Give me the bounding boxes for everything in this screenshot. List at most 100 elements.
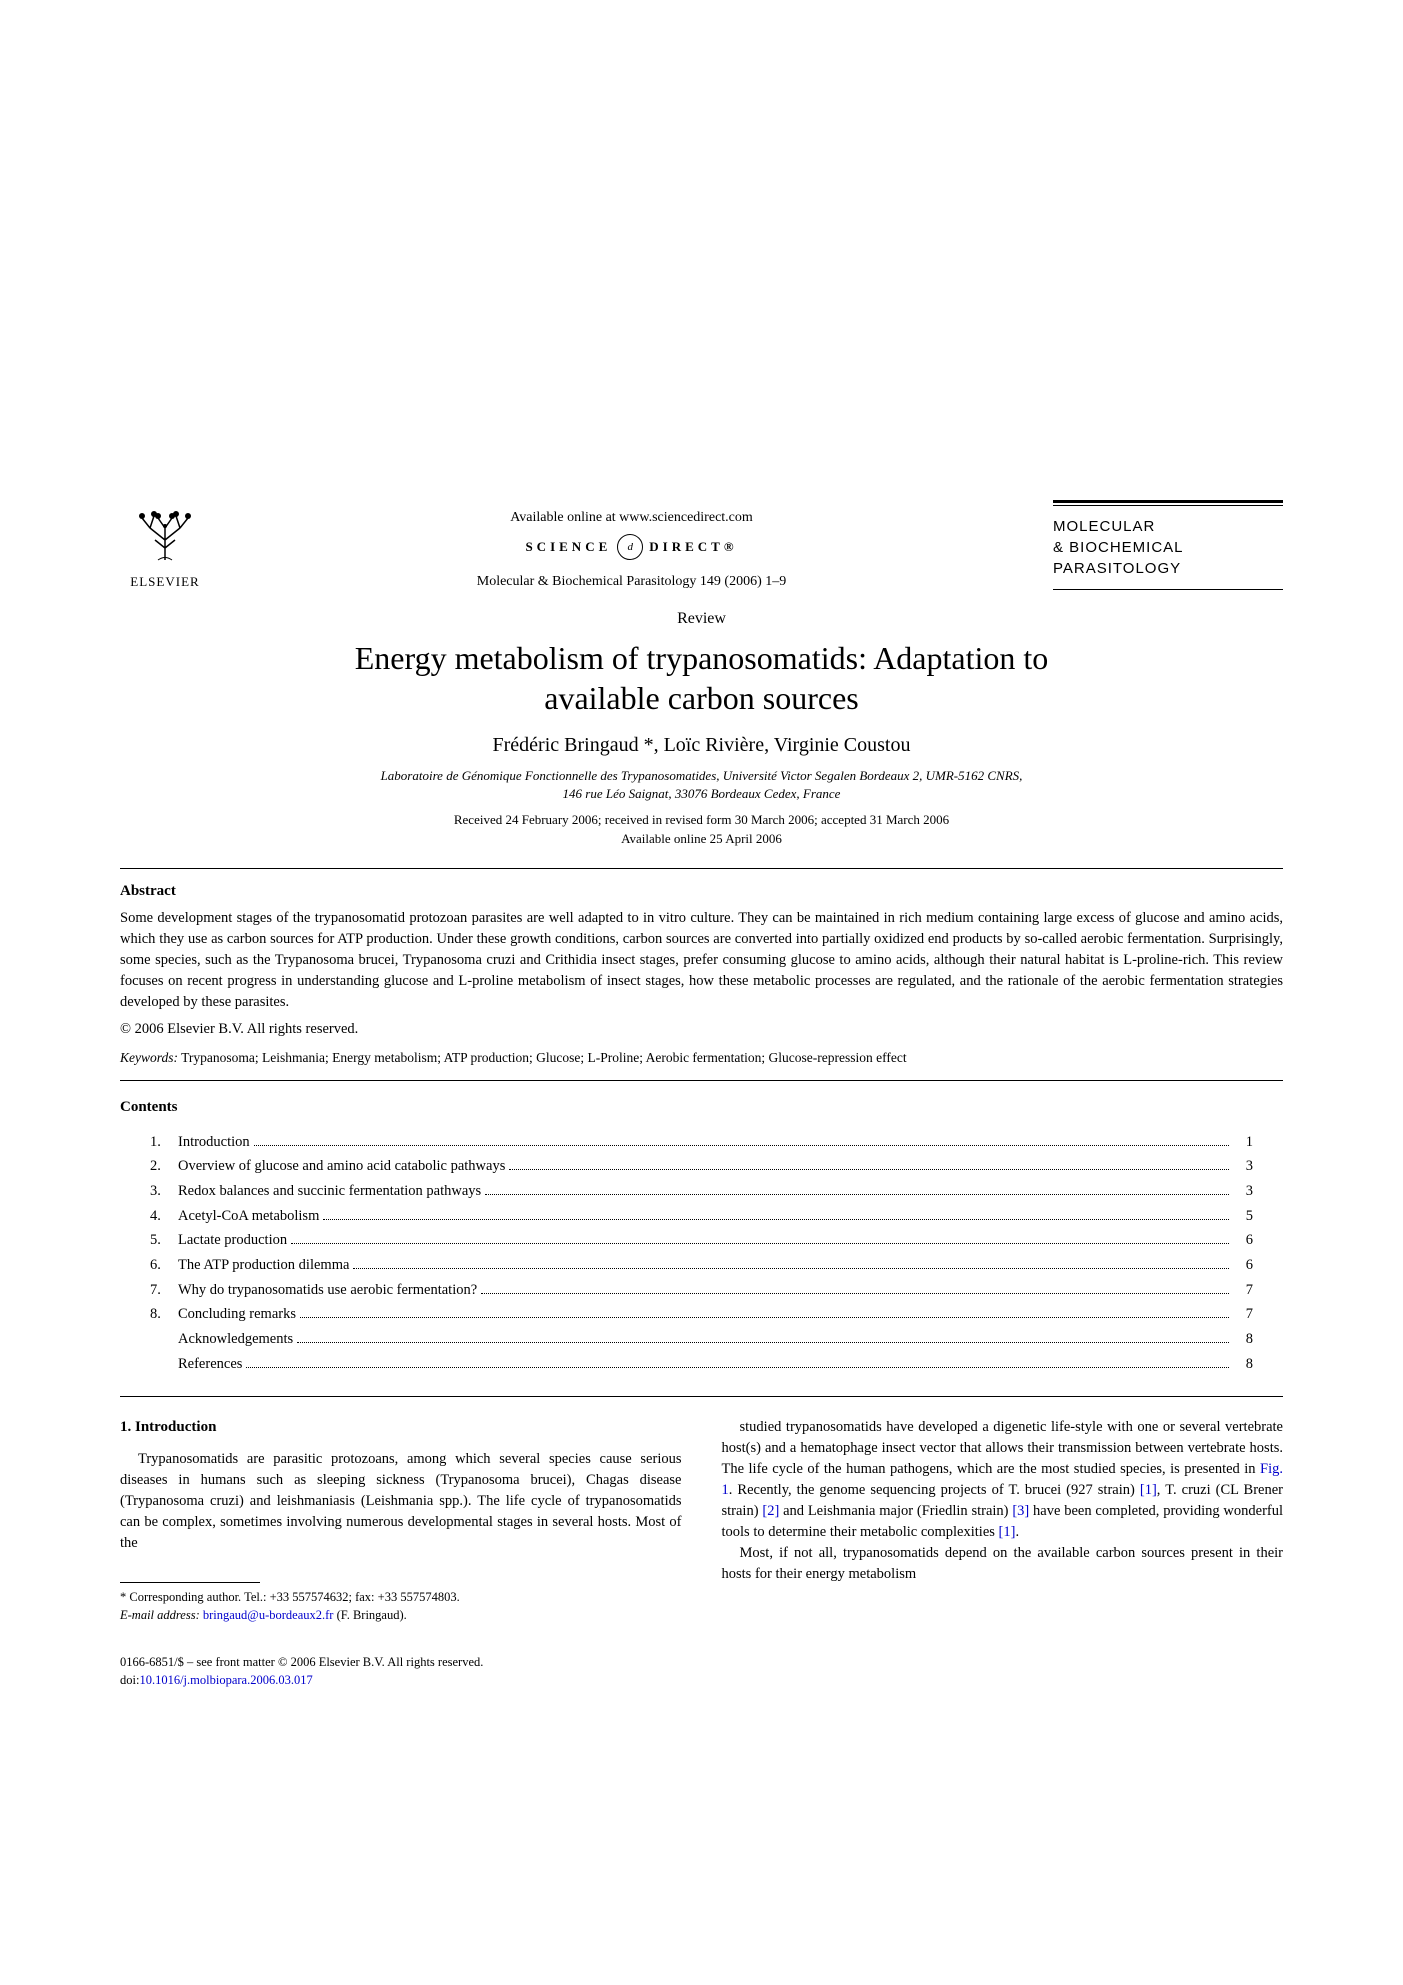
elsevier-tree-icon <box>130 500 200 570</box>
toc-num: 3. <box>150 1179 178 1204</box>
toc-page: 6 <box>1233 1253 1253 1278</box>
col2-p1-d: and Leishmania major (Friedlin strain) <box>779 1503 1012 1519</box>
email-link[interactable]: bringaud@u-bordeaux2.fr <box>203 1608 334 1622</box>
ref2-link[interactable]: [2] <box>762 1503 779 1519</box>
col2-para2: Most, if not all, trypanosomatids depend… <box>722 1543 1284 1585</box>
toc-title: Lactate production <box>178 1228 287 1253</box>
toc-num: 4. <box>150 1204 178 1229</box>
toc-row: 3.Redox balances and succinic fermentati… <box>150 1179 1253 1204</box>
toc-row: References8 <box>150 1352 1253 1377</box>
divider-2 <box>120 1080 1283 1081</box>
elsevier-logo: ELSEVIER <box>120 500 210 590</box>
toc-row: 6.The ATP production dilemma6 <box>150 1253 1253 1278</box>
header-row: ELSEVIER Available online at www.science… <box>120 500 1283 590</box>
col1-para1: Trypanosomatids are parasitic protozoans… <box>120 1449 682 1554</box>
column-right: studied trypanosomatids have developed a… <box>722 1417 1284 1624</box>
toc-title: Why do trypanosomatids use aerobic ferme… <box>178 1278 477 1303</box>
center-header: Available online at www.sciencedirect.co… <box>210 510 1053 590</box>
ref3-link[interactable]: [3] <box>1012 1503 1029 1519</box>
section-1-heading: 1. Introduction <box>120 1417 682 1439</box>
sd-circle-icon: d <box>617 534 643 560</box>
available-date: Available online 25 April 2006 <box>621 831 782 846</box>
toc-title: Acetyl-CoA metabolism <box>178 1204 319 1229</box>
toc-row: 5.Lactate production6 <box>150 1228 1253 1253</box>
journal-bar-bottom <box>1053 589 1283 590</box>
dates: Received 24 February 2006; received in r… <box>120 811 1283 847</box>
toc-num: 1. <box>150 1130 178 1155</box>
ref1-link[interactable]: [1] <box>1140 1482 1157 1498</box>
keywords-label: Keywords: <box>120 1050 178 1065</box>
toc-dots <box>481 1293 1229 1294</box>
contents-label: Contents <box>120 1099 1283 1116</box>
journal-line3: PARASITOLOGY <box>1053 560 1181 577</box>
toc-dots <box>300 1317 1229 1318</box>
footnote-corresponding: * Corresponding author. Tel.: +33 557574… <box>120 1589 682 1624</box>
journal-bar-top <box>1053 500 1283 503</box>
science-direct-logo: SCIENCE d DIRECT® <box>210 534 1053 560</box>
toc-page: 7 <box>1233 1302 1253 1327</box>
sd-right: DIRECT® <box>649 539 737 555</box>
toc-page: 3 <box>1233 1179 1253 1204</box>
toc-dots <box>509 1169 1229 1170</box>
copyright-text: © 2006 Elsevier B.V. All rights reserved… <box>120 1021 1283 1038</box>
toc-dots <box>246 1367 1229 1368</box>
toc-num: 6. <box>150 1253 178 1278</box>
toc-page: 7 <box>1233 1278 1253 1303</box>
affiliation-line2: 146 rue Léo Saignat, 33076 Bordeaux Cede… <box>563 786 841 801</box>
divider-3 <box>120 1396 1283 1397</box>
toc-row: Acknowledgements 8 <box>150 1327 1253 1352</box>
corresponding-text: * Corresponding author. Tel.: +33 557574… <box>120 1590 460 1604</box>
footnote-separator <box>120 1582 260 1583</box>
affiliation-line1: Laboratoire de Génomique Fonctionnelle d… <box>381 768 1023 783</box>
email-label: E-mail address: <box>120 1608 203 1622</box>
toc-num: 8. <box>150 1302 178 1327</box>
article-type: Review <box>120 610 1283 628</box>
journal-bar-top2 <box>1053 505 1283 506</box>
toc-page: 3 <box>1233 1154 1253 1179</box>
title-line1: Energy metabolism of trypanosomatids: Ad… <box>355 640 1049 676</box>
toc-page: 8 <box>1233 1352 1253 1377</box>
journal-line1: MOLECULAR <box>1053 518 1155 535</box>
front-matter: 0166-6851/$ – see front matter © 2006 El… <box>120 1655 483 1669</box>
elsevier-label: ELSEVIER <box>130 574 199 590</box>
body-columns: 1. Introduction Trypanosomatids are para… <box>120 1417 1283 1624</box>
toc-row: 4.Acetyl-CoA metabolism5 <box>150 1204 1253 1229</box>
toc-dots <box>254 1145 1229 1146</box>
title-line2: available carbon sources <box>544 680 859 716</box>
toc-title: Acknowledgements <box>178 1327 293 1352</box>
toc-title: Redox balances and succinic fermentation… <box>178 1179 481 1204</box>
authors: Frédéric Bringaud *, Loïc Rivière, Virgi… <box>120 734 1283 757</box>
toc-num: 7. <box>150 1278 178 1303</box>
toc-page: 1 <box>1233 1130 1253 1155</box>
keywords-text: Trypanosoma; Leishmania; Energy metaboli… <box>178 1050 907 1065</box>
col2-p1-a: studied trypanosomatids have developed a… <box>722 1419 1284 1477</box>
article-title: Energy metabolism of trypanosomatids: Ad… <box>120 638 1283 718</box>
col2-p1-f: . <box>1015 1524 1019 1540</box>
journal-line2: & BIOCHEMICAL <box>1053 539 1184 556</box>
toc-page: 6 <box>1233 1228 1253 1253</box>
footer: 0166-6851/$ – see front matter © 2006 El… <box>120 1654 1283 1689</box>
table-of-contents: 1.Introduction12.Overview of glucose and… <box>150 1130 1253 1376</box>
toc-title: Concluding remarks <box>178 1302 296 1327</box>
doi-label: doi: <box>120 1673 139 1687</box>
toc-dots <box>291 1243 1229 1244</box>
column-left: 1. Introduction Trypanosomatids are para… <box>120 1417 682 1624</box>
received-date: Received 24 February 2006; received in r… <box>454 812 949 827</box>
journal-name: MOLECULAR & BIOCHEMICAL PARASITOLOGY <box>1053 516 1283 579</box>
ref1b-link[interactable]: [1] <box>999 1524 1016 1540</box>
divider-1 <box>120 868 1283 869</box>
toc-row: 1.Introduction1 <box>150 1130 1253 1155</box>
toc-dots <box>353 1268 1229 1269</box>
affiliation: Laboratoire de Génomique Fonctionnelle d… <box>120 767 1283 803</box>
available-online-text: Available online at www.sciencedirect.co… <box>210 510 1053 526</box>
doi-link[interactable]: 10.1016/j.molbiopara.2006.03.017 <box>139 1673 312 1687</box>
toc-title: Overview of glucose and amino acid catab… <box>178 1154 505 1179</box>
toc-dots <box>297 1342 1229 1343</box>
toc-dots <box>323 1219 1229 1220</box>
toc-row: 2.Overview of glucose and amino acid cat… <box>150 1154 1253 1179</box>
abstract-label: Abstract <box>120 883 1283 900</box>
citation-text: Molecular & Biochemical Parasitology 149… <box>210 574 1053 590</box>
col2-p1-b: . Recently, the genome sequencing projec… <box>729 1482 1140 1498</box>
toc-page: 8 <box>1233 1327 1253 1352</box>
toc-num: 2. <box>150 1154 178 1179</box>
